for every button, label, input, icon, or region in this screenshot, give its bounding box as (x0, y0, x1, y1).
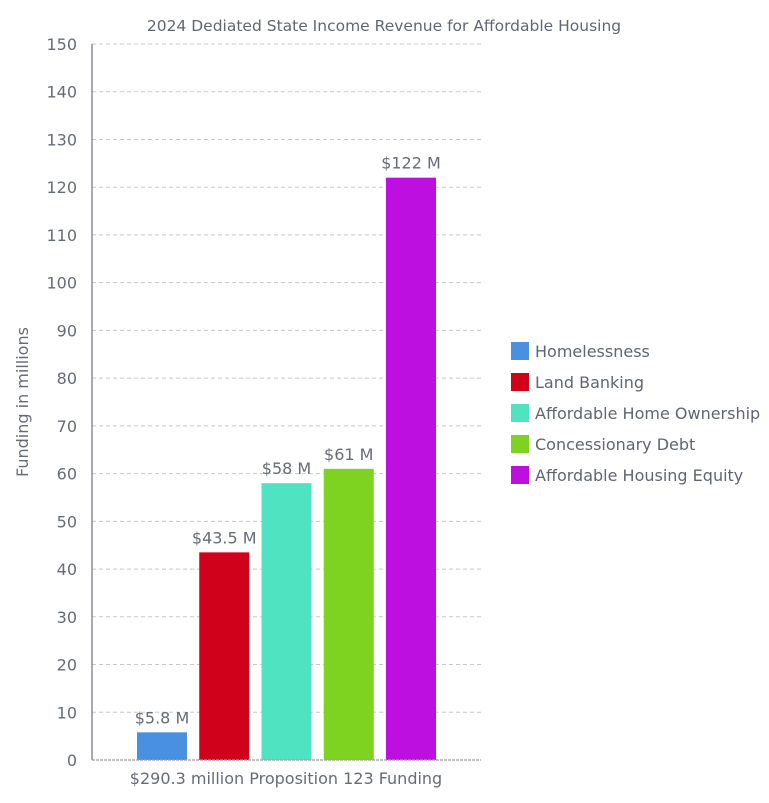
legend-swatch (511, 404, 529, 422)
data-label: $122 M (381, 154, 441, 173)
legend-label: Homelessness (535, 342, 650, 361)
y-tick-label: 70 (57, 417, 77, 436)
y-tick-label: 120 (46, 178, 77, 197)
y-tick-label: 100 (46, 274, 77, 293)
y-tick-label: 0 (67, 751, 77, 770)
bar-concessionary-debt[interactable] (323, 468, 374, 760)
data-labels: $5.8 M $43.5 M $58 M $61 M $122 M (135, 154, 441, 728)
data-label: $61 M (324, 445, 373, 464)
legend-label: Concessionary Debt (535, 435, 695, 454)
y-tick-label: 80 (57, 369, 77, 388)
legend-swatch (511, 466, 529, 484)
legend-label: Affordable Home Ownership (535, 404, 760, 423)
y-tick-label: 140 (46, 83, 77, 102)
y-axis-label: Funding in millions (13, 327, 32, 477)
y-axis-ticks: 0 10 20 30 40 50 60 70 80 90 100 110 120 130 140 150 (46, 35, 77, 770)
legend-swatch (511, 435, 529, 453)
bar-land-banking[interactable] (199, 552, 250, 760)
x-axis-label: $290.3 million Proposition 123 Funding (130, 769, 442, 788)
legend-item[interactable]: Land Banking (511, 373, 644, 392)
legend-label: Land Banking (535, 373, 644, 392)
y-tick-label: 30 (57, 608, 77, 627)
data-label: $43.5 M (192, 528, 257, 547)
legend-item[interactable]: Concessionary Debt (511, 435, 695, 454)
y-tick-label: 50 (57, 512, 77, 531)
y-tick-label: 10 (57, 703, 77, 722)
legend-swatch (511, 342, 529, 360)
legend-item[interactable]: Homelessness (511, 342, 650, 361)
bar-affordable-home-ownership[interactable] (261, 483, 312, 760)
legend-item[interactable]: Affordable Home Ownership (511, 404, 760, 423)
legend-item[interactable]: Affordable Housing Equity (511, 466, 743, 485)
data-label: $58 M (262, 459, 311, 478)
y-tick-label: 40 (57, 560, 77, 579)
y-tick-label: 60 (57, 465, 77, 484)
y-tick-label: 110 (46, 226, 77, 245)
bars (137, 177, 436, 761)
y-tick-label: 130 (46, 130, 77, 149)
legend: Homelessness Land Banking Affordable Home … (511, 342, 760, 485)
legend-swatch (511, 373, 529, 391)
y-tick-label: 90 (57, 321, 77, 340)
bar-affordable-housing-equity[interactable] (386, 177, 436, 761)
bar-homelessness[interactable] (137, 732, 187, 760)
chart-title: 2024 Dediated State Income Revenue for A… (147, 17, 621, 35)
legend-label: Affordable Housing Equity (535, 466, 743, 485)
y-tick-label: 150 (46, 35, 77, 54)
y-tick-label: 20 (57, 656, 77, 675)
data-label: $5.8 M (135, 708, 190, 727)
